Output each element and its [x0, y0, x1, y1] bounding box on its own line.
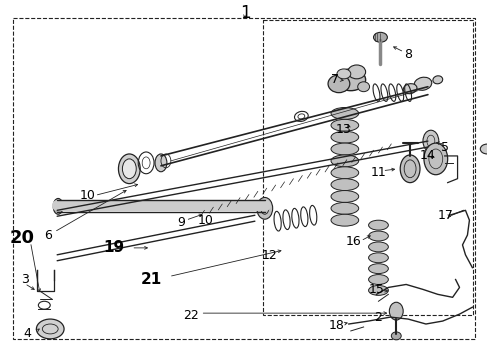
Text: 3: 3 — [21, 273, 28, 286]
Ellipse shape — [368, 220, 389, 230]
Text: 15: 15 — [368, 283, 385, 296]
Text: 2: 2 — [374, 311, 382, 324]
Ellipse shape — [331, 214, 359, 226]
Text: 13: 13 — [336, 123, 352, 136]
Ellipse shape — [155, 154, 167, 172]
Ellipse shape — [331, 202, 359, 214]
Text: 5: 5 — [441, 140, 449, 153]
Ellipse shape — [122, 159, 136, 179]
Ellipse shape — [373, 32, 388, 42]
Ellipse shape — [337, 69, 351, 79]
Ellipse shape — [433, 76, 442, 84]
Ellipse shape — [368, 275, 389, 284]
Ellipse shape — [368, 253, 389, 263]
Ellipse shape — [331, 167, 359, 179]
Ellipse shape — [331, 108, 359, 120]
Ellipse shape — [403, 84, 417, 94]
Ellipse shape — [368, 285, 389, 295]
Text: 14: 14 — [420, 149, 436, 162]
Text: 11: 11 — [370, 166, 386, 179]
Ellipse shape — [348, 65, 366, 79]
Bar — [263, 21, 473, 315]
Ellipse shape — [368, 242, 389, 252]
Ellipse shape — [331, 179, 359, 190]
Ellipse shape — [390, 302, 403, 320]
Text: 4: 4 — [24, 327, 31, 341]
Ellipse shape — [257, 197, 272, 219]
Ellipse shape — [392, 332, 401, 340]
Text: 9: 9 — [177, 216, 185, 229]
Text: 10: 10 — [80, 189, 96, 202]
Text: 7: 7 — [331, 73, 339, 86]
Ellipse shape — [414, 77, 432, 90]
Ellipse shape — [331, 120, 359, 131]
Text: 21: 21 — [141, 272, 162, 287]
Ellipse shape — [336, 69, 366, 91]
Ellipse shape — [331, 190, 359, 202]
Ellipse shape — [331, 143, 359, 155]
Text: 16: 16 — [346, 235, 362, 248]
Text: 20: 20 — [10, 229, 35, 247]
Text: 6: 6 — [44, 229, 52, 242]
Ellipse shape — [331, 131, 359, 143]
Ellipse shape — [424, 143, 448, 175]
Text: 1: 1 — [240, 4, 250, 22]
Text: 10: 10 — [197, 214, 213, 227]
Ellipse shape — [119, 154, 140, 184]
Text: 8: 8 — [404, 48, 412, 60]
Text: 18: 18 — [329, 319, 345, 333]
Ellipse shape — [368, 231, 389, 241]
Ellipse shape — [480, 144, 490, 154]
Text: 17: 17 — [438, 209, 454, 222]
Ellipse shape — [36, 319, 64, 339]
Text: 19: 19 — [103, 240, 124, 255]
Text: 22: 22 — [183, 309, 198, 321]
Ellipse shape — [400, 155, 420, 183]
Text: 12: 12 — [262, 249, 278, 262]
Ellipse shape — [331, 155, 359, 167]
Ellipse shape — [358, 82, 369, 92]
Ellipse shape — [368, 264, 389, 274]
Ellipse shape — [328, 75, 350, 93]
Ellipse shape — [53, 198, 63, 214]
Ellipse shape — [423, 130, 439, 152]
